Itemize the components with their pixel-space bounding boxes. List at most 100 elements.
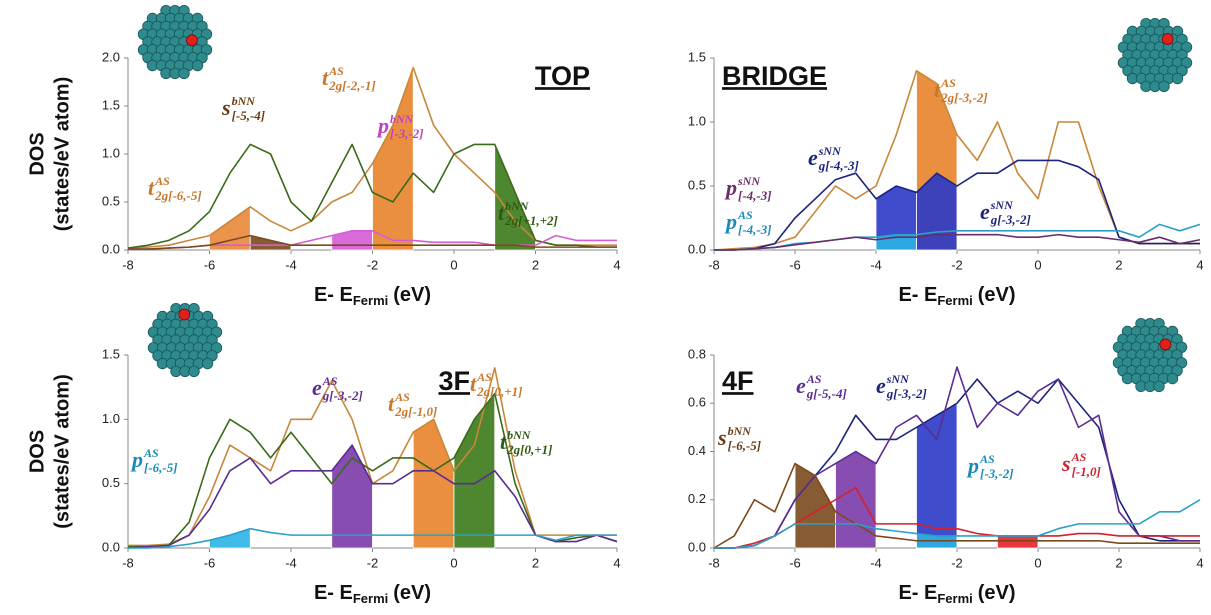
x-tick-label: -8 xyxy=(122,257,134,272)
panel-title: 4F xyxy=(722,366,754,396)
adsorbate xyxy=(1161,33,1174,45)
annotation-sup: AS xyxy=(322,374,338,388)
annotation: esNN g[-4,-3] xyxy=(808,144,859,173)
annotation-sub: 2g[-6,-5] xyxy=(154,188,202,203)
annotation-sup: AS xyxy=(806,372,822,386)
annotation-sup: AS xyxy=(394,390,410,404)
y-tick-label: 0.5 xyxy=(102,193,120,208)
annotation: tAS 2g[-6,-5] xyxy=(148,174,202,203)
atom xyxy=(178,67,190,80)
annotation-base: e xyxy=(808,145,818,170)
annotation-sub: [-3,-2] xyxy=(390,126,424,141)
annotation-base: s xyxy=(717,425,727,450)
x-tick-label: -4 xyxy=(285,555,297,570)
x-tick-label: 0 xyxy=(1034,257,1041,272)
annotation-sup: bNN xyxy=(390,112,415,126)
annotation-base: t xyxy=(470,371,477,396)
annotation: pAS [-4,-3] xyxy=(724,208,772,237)
x-tick-label: 2 xyxy=(532,555,539,570)
cluster-icon xyxy=(1117,17,1193,93)
annotation-sub: [-4,-3] xyxy=(738,188,772,203)
x-tick-label: -2 xyxy=(367,555,379,570)
annotation-sub: g[-3,-2] xyxy=(322,388,363,403)
dos-line xyxy=(128,234,617,250)
x-tick-label: 2 xyxy=(1115,555,1122,570)
annotation: pAS [-6,-5] xyxy=(130,446,178,475)
x-tick-label: -6 xyxy=(789,257,801,272)
y-tick-label: 0.0 xyxy=(688,539,706,554)
annotation-base: t xyxy=(388,391,395,416)
annotation-sub: g[-5,-4] xyxy=(806,386,847,401)
annotation-sup: AS xyxy=(328,64,344,78)
y-tick-label: 0.6 xyxy=(688,395,706,410)
annotation: tAS 2g[-3,-2] xyxy=(934,76,988,105)
x-tick-label: 2 xyxy=(532,257,539,272)
x-label-main: E- E xyxy=(314,284,353,306)
annotation: eAS g[-5,-4] xyxy=(796,372,847,401)
annotation-base: e xyxy=(312,375,322,400)
annotation-base: p xyxy=(130,447,143,472)
atom xyxy=(1171,72,1184,85)
x-tick-label: 2 xyxy=(1115,257,1122,272)
x-tick-label: 0 xyxy=(450,555,457,570)
annotation-sub: [-1,0] xyxy=(1072,464,1101,479)
x-tick-label: 4 xyxy=(613,257,620,272)
annotation-sup: bNN xyxy=(505,199,530,213)
y-tick-label: 1.0 xyxy=(102,145,120,160)
x-label-unit: (eV) xyxy=(978,582,1016,604)
cluster-icon xyxy=(147,302,223,378)
dos-line xyxy=(714,233,1201,251)
x-tick-label: 4 xyxy=(1196,257,1203,272)
x-label-unit: (eV) xyxy=(393,582,431,604)
annotation: tAS 2g[0,+1] xyxy=(470,370,522,399)
annotation-base: t xyxy=(148,175,155,200)
adsorbate xyxy=(186,34,198,47)
y-tick-label: 2.0 xyxy=(102,49,120,64)
annotation-sup: bNN xyxy=(728,424,753,438)
annotation-sub: 2g[0,+1] xyxy=(506,442,552,457)
annotation-base: t xyxy=(322,65,329,90)
x-label-sub: Fermi xyxy=(937,591,972,606)
annotation: tbNN 2g[+1,+2] xyxy=(498,199,558,228)
atom xyxy=(191,59,204,72)
annotation-sup: AS xyxy=(737,208,753,222)
adsorbate xyxy=(1159,338,1172,351)
x-tick-label: -6 xyxy=(789,555,801,570)
dos-line xyxy=(714,159,1200,251)
annotation-base: p xyxy=(724,209,737,234)
annotation-sub: g[-4,-3] xyxy=(818,158,859,173)
y-tick-label: 1.5 xyxy=(102,97,120,112)
annotation-sub: g[-3,-2] xyxy=(886,386,927,401)
dos-line xyxy=(714,366,1200,549)
annotation-sup: AS xyxy=(476,370,492,384)
x-label-sub: Fermi xyxy=(353,591,388,606)
y-tick-label: 0.0 xyxy=(102,241,120,256)
x-label-main: E- E xyxy=(314,582,353,604)
annotation-base: t xyxy=(500,429,507,454)
annotation-base: t xyxy=(498,200,505,225)
annotation-sup: AS xyxy=(1071,450,1087,464)
annotation-base: p xyxy=(376,113,389,138)
x-tick-label: -4 xyxy=(285,257,297,272)
annotation-sub: 2g[-3,-2] xyxy=(940,90,988,105)
atom xyxy=(1158,80,1170,93)
atom xyxy=(201,357,214,370)
panel-title: BRIDGE xyxy=(722,61,827,91)
atom xyxy=(188,365,200,378)
annotation-base: t xyxy=(934,77,941,102)
annotation-sub: g[-3,-2] xyxy=(990,212,1031,227)
x-tick-label: -8 xyxy=(708,257,720,272)
annotation-sub: 2g[0,+1] xyxy=(476,384,522,399)
y-axis-label: DOS xyxy=(26,430,48,473)
x-tick-label: -8 xyxy=(708,555,720,570)
annotation-base: e xyxy=(796,373,806,398)
annotation: sAS [-1,0] xyxy=(1061,450,1101,479)
annotation-base: s xyxy=(221,95,231,120)
annotation-sup: AS xyxy=(154,174,170,188)
y-tick-label: 0.0 xyxy=(102,539,120,554)
panel-title: TOP xyxy=(535,61,590,91)
atom xyxy=(1153,380,1165,393)
shaded-area xyxy=(372,67,414,251)
y-tick-label: 0.4 xyxy=(688,443,706,458)
